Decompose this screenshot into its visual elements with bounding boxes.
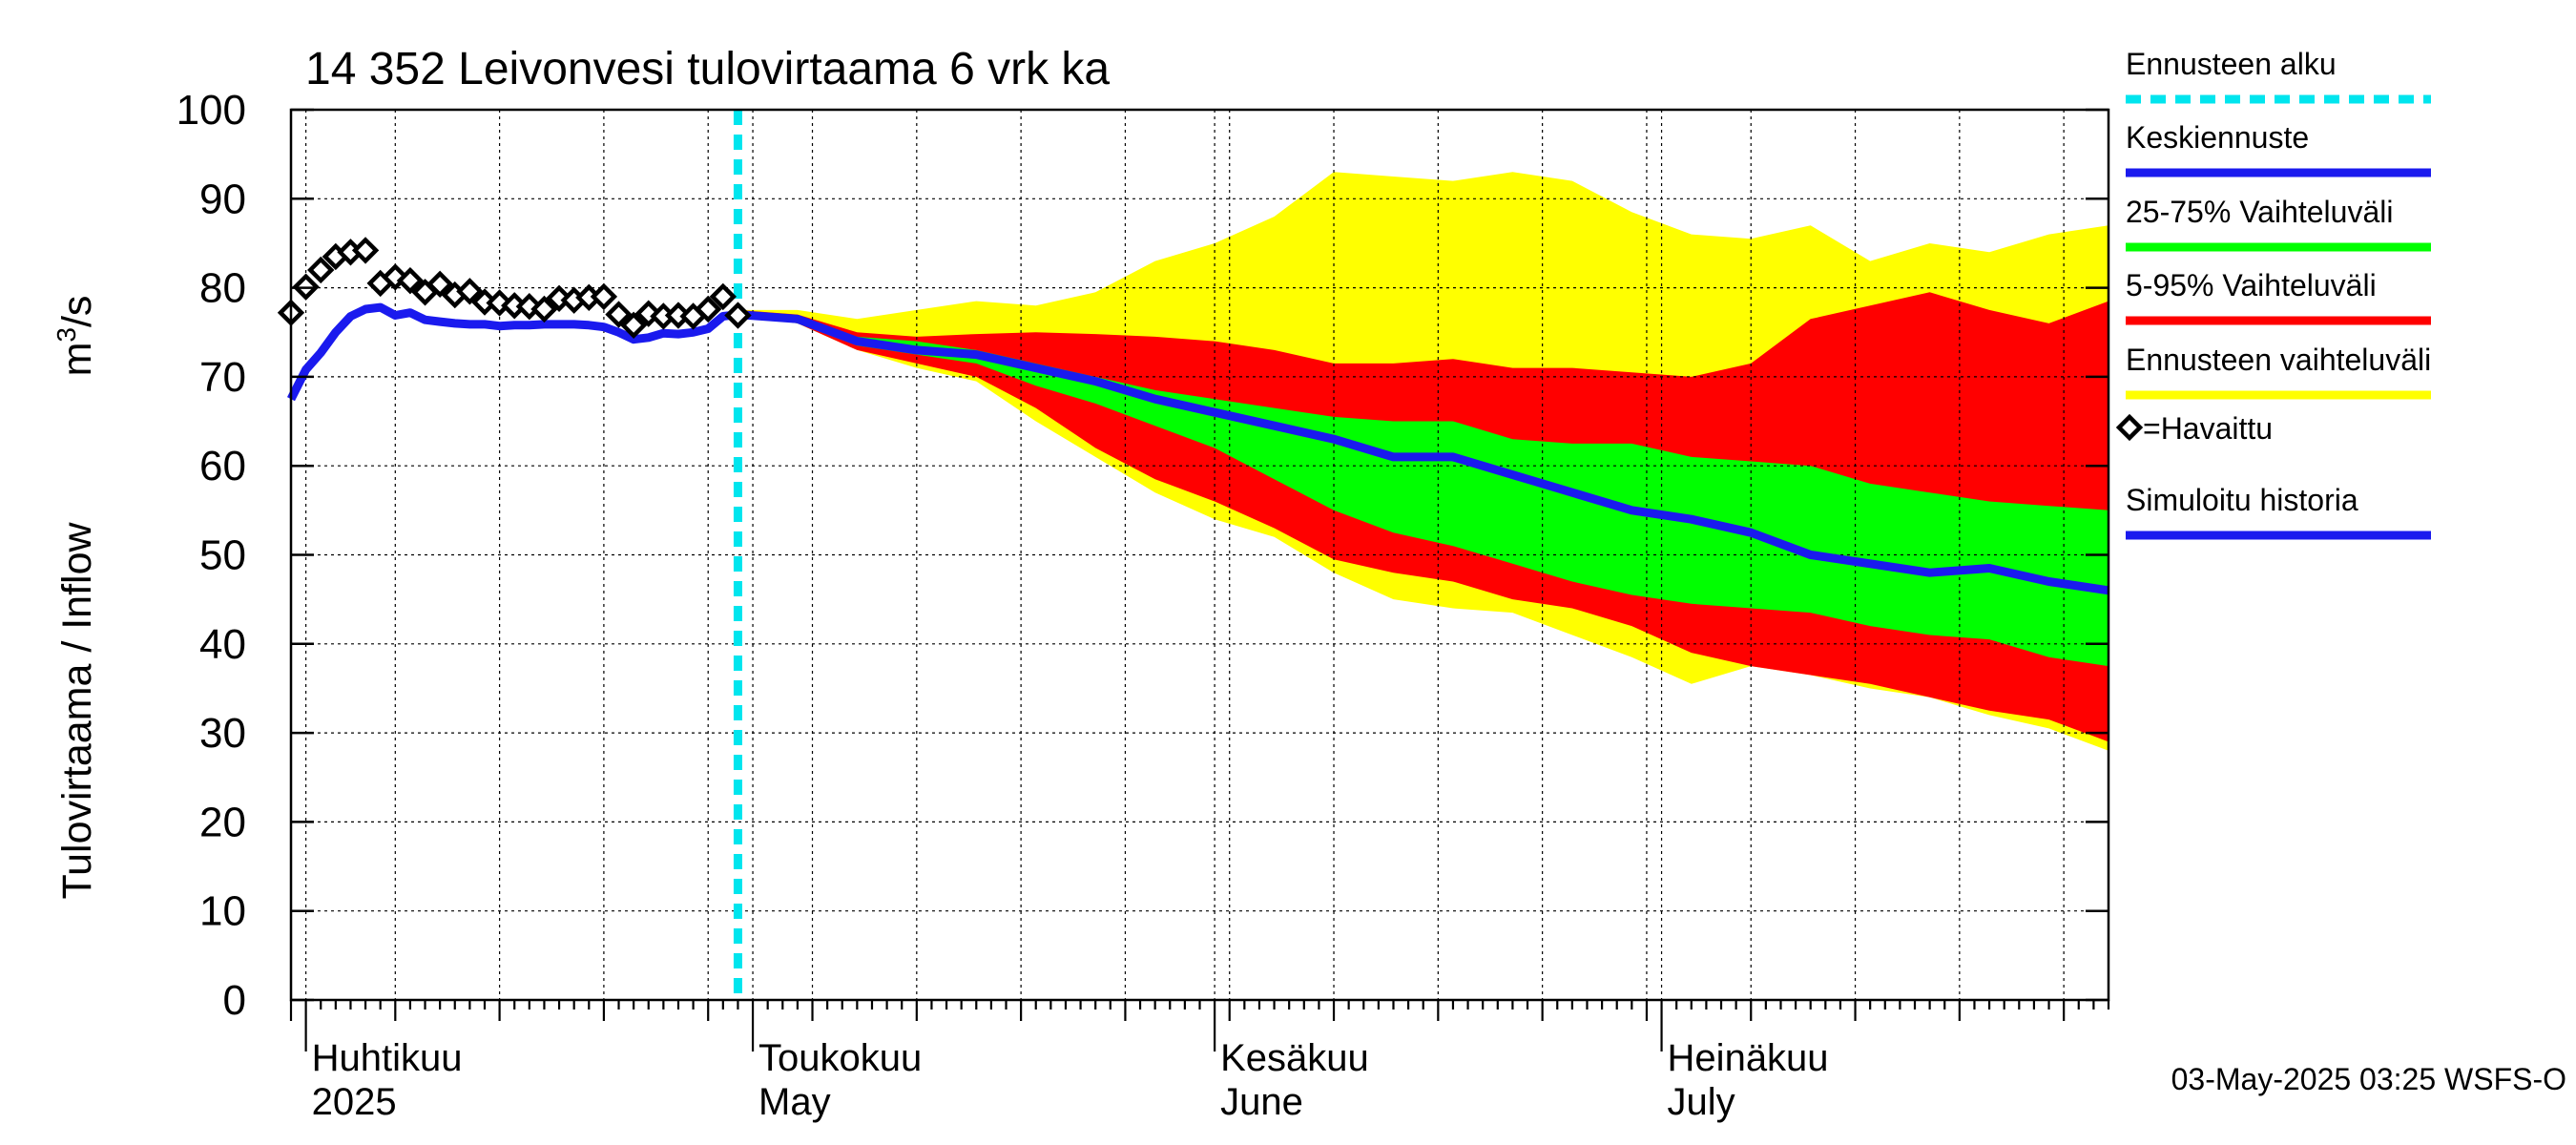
y-tick-label: 100 xyxy=(177,87,246,134)
observed-point xyxy=(351,237,380,264)
x-month-label-en: 2025 xyxy=(312,1081,397,1123)
simulated-history-line xyxy=(286,302,738,402)
y-tick-label: 50 xyxy=(199,532,246,579)
legend-label: Ennusteen vaihteluväli xyxy=(2126,343,2431,377)
observed-markers xyxy=(277,237,752,339)
observed-point xyxy=(605,301,633,328)
forecast-bands xyxy=(737,172,2109,751)
observed-point xyxy=(396,266,425,295)
observed-point xyxy=(530,295,558,323)
y-tick-label: 0 xyxy=(223,977,246,1024)
x-month-label-fi: Kesäkuu xyxy=(1220,1037,1369,1079)
x-month-label-fi: Huhtikuu xyxy=(312,1037,463,1079)
legend-label: =Havaittu xyxy=(2143,411,2273,446)
legend-marker-observed xyxy=(2115,413,2144,442)
observed-point xyxy=(456,278,484,305)
y-tick-label: 70 xyxy=(199,354,246,401)
observed-point xyxy=(619,311,648,339)
x-month-label-fi: Heinäkuu xyxy=(1668,1037,1829,1079)
observed-point xyxy=(426,270,454,299)
y-tick-label: 10 xyxy=(199,888,246,935)
y-axis-unit-sup: 3 xyxy=(52,327,81,343)
chart-grid xyxy=(291,110,2109,1000)
y-tick-label: 80 xyxy=(199,265,246,312)
y-tick-label: 40 xyxy=(199,621,246,668)
x-month-label-en: May xyxy=(758,1081,831,1123)
observed-point xyxy=(724,302,752,329)
y-axis-unit-tail: /s xyxy=(54,296,100,327)
band-25-75 xyxy=(737,314,2109,667)
y-axis-unit: m3/s xyxy=(52,296,100,377)
y-tick-label: 30 xyxy=(199,710,246,757)
x-month-label-en: June xyxy=(1220,1081,1303,1123)
x-month-label-fi: Toukokuu xyxy=(758,1037,922,1079)
y-axis-unit-base: m xyxy=(54,343,100,377)
legend-label: Simuloitu historia xyxy=(2126,483,2358,517)
y-axis-label: Tulovirtaama / Inflow xyxy=(54,522,100,900)
y-tick-label: 20 xyxy=(199,799,246,845)
legend-label: Keskiennuste xyxy=(2126,120,2309,155)
legend-label: 25-75% Vaihteluväli xyxy=(2126,195,2393,229)
observed-point xyxy=(695,295,722,323)
timestamp: 03-May-2025 03:25 WSFS-O xyxy=(2171,1062,2566,1096)
observed-point xyxy=(709,282,737,311)
observed-point xyxy=(307,256,335,284)
y-tick-label: 90 xyxy=(199,176,246,222)
chart-legend: Ennusteen alku Keskiennuste 25-75% Vaihtel… xyxy=(2115,47,2431,540)
legend-label: 5-95% Vaihteluväli xyxy=(2126,268,2377,302)
median-forecast-line xyxy=(737,310,2109,595)
chart-title: 14 352 Leivonvesi tulovirtaama 6 vrk ka xyxy=(305,44,1110,94)
observed-point xyxy=(590,282,618,311)
y-tick-label: 60 xyxy=(199,443,246,489)
legend-label: Ennusteen alku xyxy=(2126,47,2337,81)
x-month-label-en: July xyxy=(1668,1081,1735,1123)
chart-lines xyxy=(286,110,2109,1000)
